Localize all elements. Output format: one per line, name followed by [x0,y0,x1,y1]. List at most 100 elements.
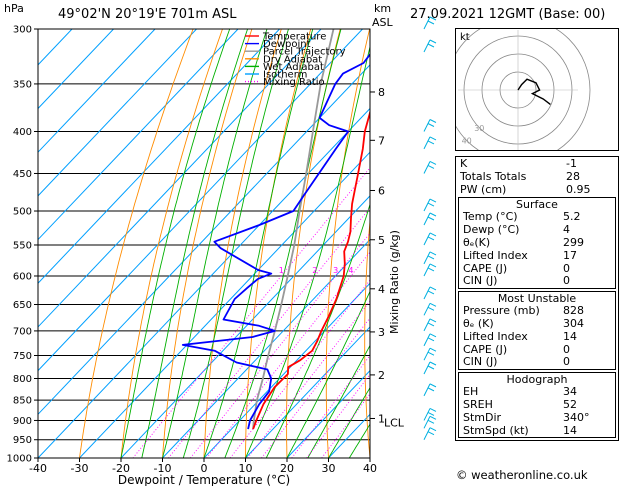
km-label: km [374,2,392,15]
wind-barb [423,136,437,150]
km-tick-label: 3 [378,326,385,339]
temp-tick-label: -40 [29,462,47,475]
legend-label: Wet Adiabat [263,62,324,73]
isotherm-line [38,64,370,416]
dry-adiabat-line [286,29,341,458]
wind-barb [423,161,437,174]
km-tick-label: 8 [378,86,385,99]
row-value: 0 [563,342,570,356]
dry-adiabat-line [245,29,312,458]
isotherm-line [38,107,370,458]
table-row: K -1 [456,157,618,171]
dry-adiabat-line [325,29,370,458]
mixing-ratio-label: 6 [371,266,376,275]
isotherm-line [38,29,280,284]
legend-label: Dewpoint [263,39,311,50]
legend-label: Mixing Ratio [263,77,325,88]
wind-barb [423,263,437,277]
wind-barb [423,251,437,265]
wind-barb [423,347,437,361]
wind-barb [423,212,437,226]
mixing-ratio-axis-label: Mixing Ratio (g/kg) [388,230,401,334]
row-key: Temp (°C) [463,210,518,224]
table-row: EH 34 [459,385,615,399]
wet-adiabat-line [141,29,249,458]
mixing-ratio-label: 4 [348,266,353,275]
hodograph-ring-label: 40 [462,136,472,145]
row-value: 304 [563,316,584,330]
row-key: Totals Totals [460,169,527,183]
isotherm-line [38,29,73,66]
pressure-tick-label: 600 [13,271,32,282]
temp-tick-label: -10 [154,462,172,475]
table-row: CIN (J) 0 [459,356,615,369]
wet-adiabat-line [182,29,289,458]
pressure-tick-label: 350 [13,79,32,90]
row-value: 14 [563,423,577,437]
most-unstable-section: Most Unstable Pressure (mb) 828 θₑ (K) 304 L… [458,291,616,371]
km-tick-label: 4 [378,283,385,296]
row-key: CAPE (J) [463,342,508,356]
footer-credit: © weatheronline.co.uk [456,468,588,482]
mixing-ratio-line [229,279,370,458]
wet-adiabat-line [286,290,370,458]
row-key: CIN (J) [463,355,498,369]
pressure-tick-label: 650 [13,300,32,311]
most-unstable-title: Most Unstable [497,292,577,306]
row-key: StmSpd (kt) [463,423,529,437]
mixing-ratio-label: 20 [440,266,450,275]
row-key: SREH [463,397,493,411]
row-value: 828 [563,304,584,318]
series-line-temperature [252,109,370,430]
table-row: SREH 52 [459,397,615,412]
wind-barb [423,415,437,429]
pressure-tick-label: 750 [13,351,32,362]
wind-barb [423,427,437,440]
temp-tick-label: -30 [71,462,89,475]
wind-barb [423,302,437,316]
row-value: 14 [563,329,577,343]
mixing-ratio-label: 2 [312,266,317,275]
hodograph-title: Hodograph [506,373,568,387]
pressure-tick-label: 900 [13,416,32,427]
table-row: CIN (J) 0 [459,275,615,288]
table-row: CAPE (J) 0 [459,261,615,276]
wet-adiabat-line [245,44,370,458]
temp-tick-label: 10 [239,462,253,475]
km-tick-label: 7 [378,134,385,147]
pressure-tick-label: 450 [13,169,32,180]
isotherm-line [38,29,239,241]
legend-label: Isotherm [263,70,307,81]
pressure-tick-label: 950 [13,435,32,446]
row-value: 34 [563,385,577,399]
hodograph-section: Hodograph EH 34 SREH 52 StmDir 340° StmSpd (kt… [458,372,616,439]
row-key: EH [463,385,479,399]
wind-barb [423,383,437,397]
dry-adiabat-line [203,29,282,458]
wet-adiabat-line [203,29,314,458]
row-key: Pressure (mb) [463,304,540,318]
legend-label: Temperature [262,32,326,43]
mixing-ratio-label: 3 [333,266,338,275]
x-axis-label: Dewpoint / Temperature (°C) [118,473,290,486]
row-value: 0 [563,355,570,369]
dry-adiabat-line [162,29,253,458]
isotherm-line [120,195,370,458]
wind-barb [423,408,437,421]
hodograph-trace [517,78,551,105]
row-value: 0 [563,261,570,275]
dry-adiabat-line [79,29,194,458]
wind-barb [423,361,437,375]
mixing-ratio-label: 1 [279,266,284,275]
wind-barb [423,232,437,246]
row-value: 17 [563,248,577,262]
row-value: 0 [563,274,570,288]
temp-tick-label: -20 [112,462,130,475]
table-row: StmDir 340° [459,411,615,425]
table-row: Totals Totals 28 [456,169,618,184]
indices-table: K -1 Totals Totals 28 PW (cm) 0.95 Surface Te… [455,156,619,442]
row-key: Lifted Index [463,248,528,262]
plot-area: 12346810162025 [38,29,450,458]
temp-tick-label: 20 [280,462,294,475]
